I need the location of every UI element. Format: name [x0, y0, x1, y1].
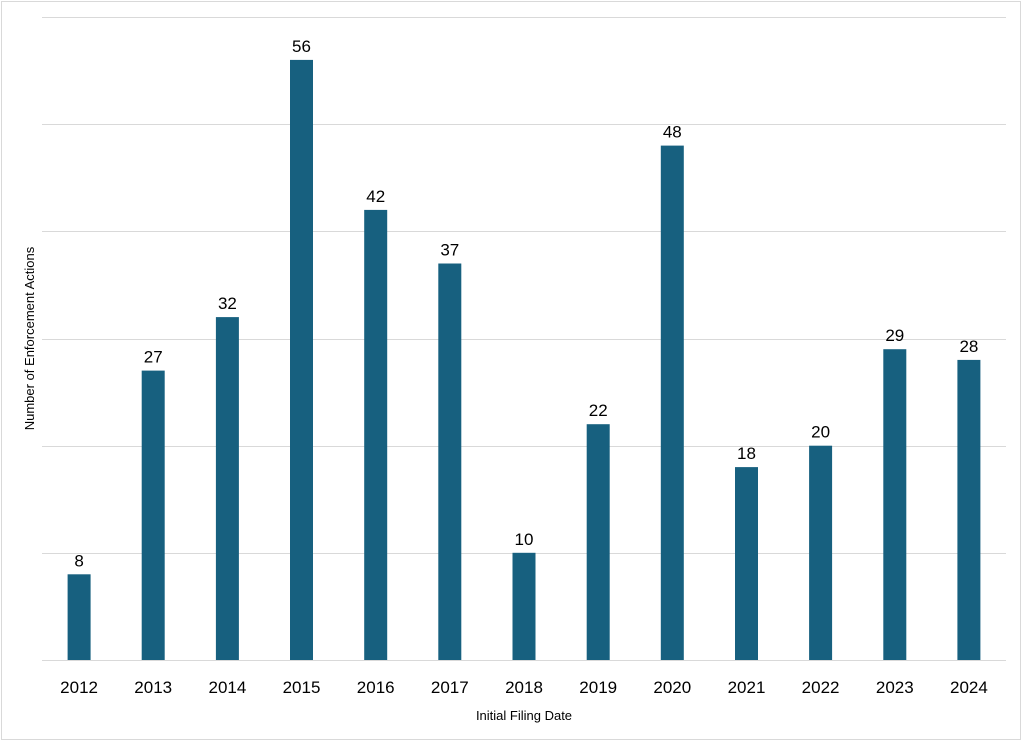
- bars: [67, 59, 981, 661]
- bar-2022: [809, 445, 833, 660]
- bar-2014: [215, 317, 239, 660]
- data-label-2022: 20: [811, 423, 830, 442]
- data-label-2016: 42: [366, 187, 385, 206]
- bar-2016: [364, 209, 388, 660]
- x-tick-2021: 2021: [728, 678, 766, 697]
- data-label-2018: 10: [515, 530, 534, 549]
- x-tick-2024: 2024: [950, 678, 988, 697]
- bar-2017: [438, 263, 462, 660]
- x-tick-2012: 2012: [60, 678, 98, 697]
- x-tick-2014: 2014: [208, 678, 246, 697]
- x-tick-2023: 2023: [876, 678, 914, 697]
- data-label-2013: 27: [144, 348, 163, 367]
- x-tick-2019: 2019: [579, 678, 617, 697]
- data-label-2012: 8: [74, 551, 83, 570]
- x-tick-2017: 2017: [431, 678, 469, 697]
- x-tick-2015: 2015: [283, 678, 321, 697]
- bar-2015: [290, 59, 313, 660]
- bar-2023: [883, 349, 907, 660]
- x-tick-2013: 2013: [134, 678, 172, 697]
- data-labels: 8 27 32 56 42 37 10 22 48 18 20 29 28: [74, 37, 978, 570]
- y-axis-title: Number of Enforcement Actions: [22, 246, 37, 430]
- data-label-2014: 32: [218, 294, 237, 313]
- data-label-2017: 37: [440, 241, 459, 260]
- bar-2024: [957, 359, 981, 660]
- x-tick-2016: 2016: [357, 678, 395, 697]
- data-label-2023: 29: [885, 326, 904, 345]
- data-label-2015: 56: [292, 37, 311, 56]
- bar-2021: [735, 467, 758, 660]
- bar-2020: [660, 145, 684, 661]
- x-tick-2022: 2022: [802, 678, 840, 697]
- data-label-2020: 48: [663, 123, 682, 142]
- data-label-2021: 18: [737, 444, 756, 463]
- x-tick-2018: 2018: [505, 678, 543, 697]
- gridlines: [42, 17, 1006, 661]
- bar-2018: [512, 552, 536, 660]
- x-axis-title: Initial Filing Date: [476, 708, 572, 723]
- x-tick-2020: 2020: [653, 678, 691, 697]
- bar-2012: [67, 574, 91, 660]
- data-label-2019: 22: [589, 401, 608, 420]
- bar-2013: [141, 370, 165, 660]
- data-label-2024: 28: [959, 337, 978, 356]
- x-tick-labels: 2012 2013 2014 2015 2016 2017 2018 2019 2020 2021…: [60, 678, 988, 697]
- bar-2019: [586, 424, 610, 660]
